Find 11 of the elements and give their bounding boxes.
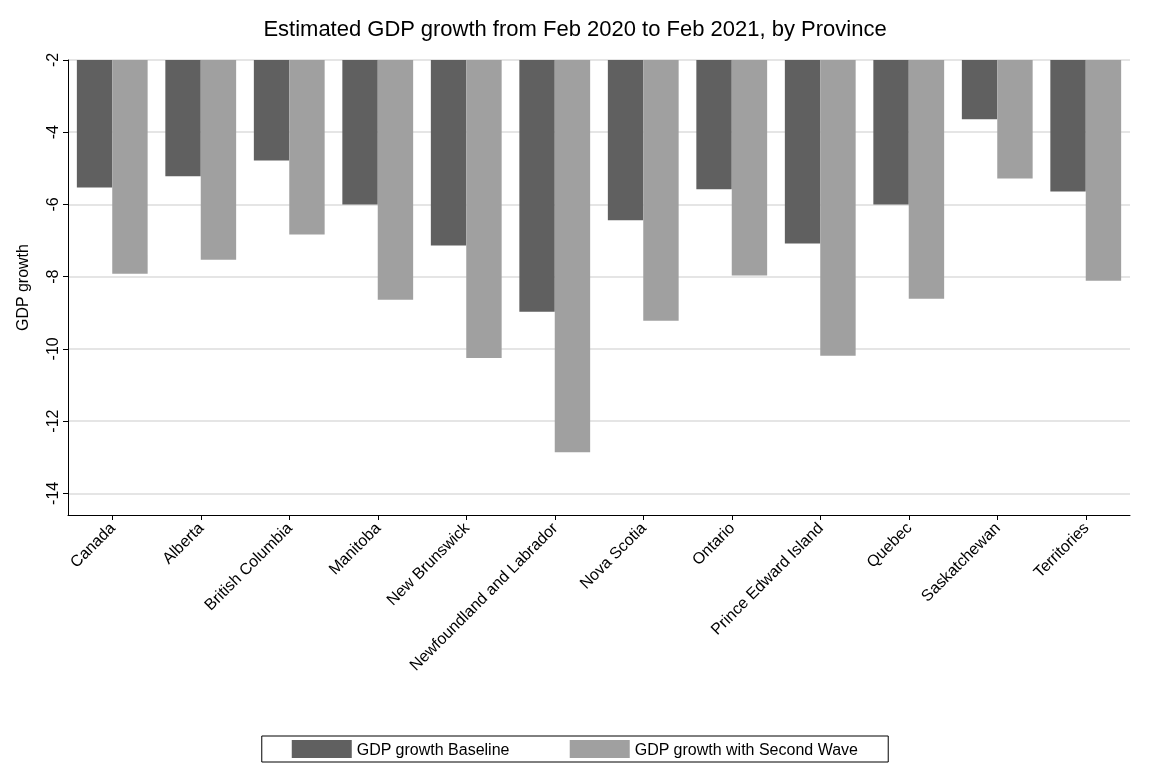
y-axis-title: GDP growth [13,244,31,331]
y-tick-label: -8 [43,269,61,284]
y-tick-label: -2 [43,52,61,68]
y-tick-label: -14 [43,481,61,505]
y-tick-label: -6 [43,197,61,212]
legend-label: GDP growth with Second Wave [634,740,859,758]
legend-label: GDP growth Baseline [356,740,510,758]
y-tick-label: -4 [43,125,61,140]
chart-title: Estimated GDP growth from Feb 2020 to Feb 2021, by Province [263,15,887,41]
y-tick-label: -10 [43,337,61,361]
y-tick-label: -12 [43,409,61,433]
